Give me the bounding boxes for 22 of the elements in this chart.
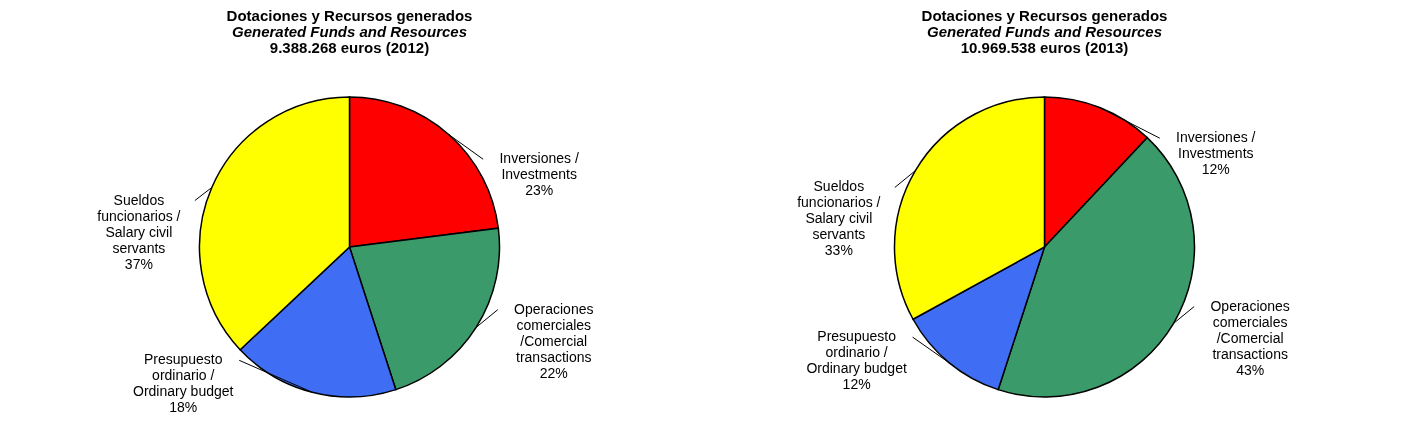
chart-title: Dotaciones y Recursos generados	[921, 7, 1168, 24]
data-label: 22%	[539, 364, 568, 381]
data-label: 12%	[1201, 161, 1230, 178]
slice-label: Presupuesto ordinario / Ordinary budget	[806, 328, 907, 377]
slice-label: Sueldos funcionarios / Salary civil servants	[97, 191, 181, 256]
data-label: 33%	[824, 242, 853, 259]
data-label: 23%	[525, 182, 554, 199]
data-label: 37%	[124, 255, 153, 272]
chart-subtitle: Generated Funds and Resources	[926, 23, 1163, 40]
data-label: 12%	[842, 376, 871, 393]
slice-label: Inversiones / Investments	[499, 150, 579, 183]
data-label: 18%	[169, 399, 198, 416]
data-label: 43%	[1236, 361, 1265, 378]
chart-title: Dotaciones y Recursos generados	[226, 7, 473, 24]
slice-label: Operaciones comerciales /Comercial transactions	[514, 300, 594, 365]
slice-label: Presupuesto ordinario / Ordinary budget	[133, 351, 234, 400]
chart-subtitle: Generated Funds and Resources	[231, 23, 468, 40]
text: 9.388.268 euros (2012)	[269, 39, 430, 56]
slice-label: Operaciones comerciales /Comercial transactions	[1210, 297, 1290, 362]
slice-label: Inversiones / Investments	[1176, 129, 1256, 162]
slice-label: Sueldos funcionarios / Salary civil servants	[797, 178, 881, 243]
text: 10.969.538 euros (2013)	[960, 39, 1129, 56]
